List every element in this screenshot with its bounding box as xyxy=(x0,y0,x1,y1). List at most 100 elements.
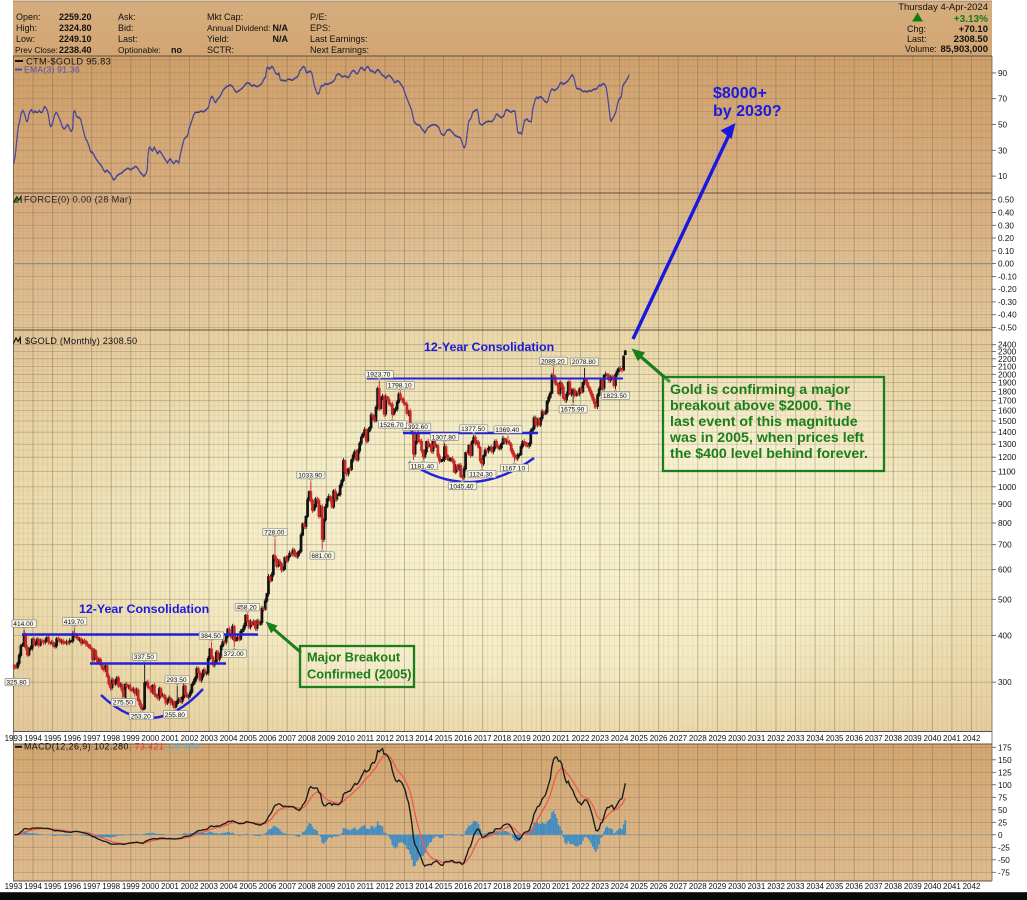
svg-text:2000: 2000 xyxy=(141,882,159,891)
svg-text:Gold is confirming a major: Gold is confirming a major xyxy=(670,382,850,398)
svg-text:was in 2005, when prices left: was in 2005, when prices left xyxy=(669,430,864,446)
svg-text:337.50: 337.50 xyxy=(134,654,155,661)
svg-text:2029: 2029 xyxy=(708,882,726,891)
svg-text:50: 50 xyxy=(998,806,1008,815)
svg-text:700: 700 xyxy=(998,541,1012,550)
svg-text:384.50: 384.50 xyxy=(201,633,222,640)
svg-text:2038: 2038 xyxy=(884,882,902,891)
svg-text:300: 300 xyxy=(998,678,1012,687)
svg-text:1700: 1700 xyxy=(998,397,1017,406)
svg-text:2011: 2011 xyxy=(357,882,375,891)
svg-text:2022: 2022 xyxy=(572,734,590,743)
svg-text:2027: 2027 xyxy=(669,882,687,891)
svg-text:2017: 2017 xyxy=(474,734,492,743)
svg-text:1999: 1999 xyxy=(122,882,140,891)
svg-text:75: 75 xyxy=(998,793,1008,802)
svg-text:2003: 2003 xyxy=(200,882,218,891)
svg-text:1526.70: 1526.70 xyxy=(380,422,404,429)
svg-text:Low:: Low: xyxy=(16,34,35,44)
svg-text:Optionable:: Optionable: xyxy=(118,45,161,55)
svg-text:+3.13%: +3.13% xyxy=(954,14,988,25)
svg-text:-50: -50 xyxy=(998,856,1010,865)
svg-text:1307.80: 1307.80 xyxy=(432,434,456,441)
svg-text:2037: 2037 xyxy=(865,882,883,891)
svg-text:681.00: 681.00 xyxy=(311,553,332,560)
svg-text:2016: 2016 xyxy=(454,734,472,743)
svg-text:2032: 2032 xyxy=(767,734,785,743)
svg-text:N/A: N/A xyxy=(273,34,289,44)
svg-text:2030: 2030 xyxy=(728,734,746,743)
svg-text:50: 50 xyxy=(998,121,1008,130)
svg-text:2015: 2015 xyxy=(435,882,453,891)
svg-text:Annual Dividend:: Annual Dividend: xyxy=(207,23,270,33)
svg-text:1200: 1200 xyxy=(998,453,1017,462)
svg-text:1995: 1995 xyxy=(44,734,62,743)
svg-text:Last:: Last: xyxy=(907,34,927,44)
svg-text:1993: 1993 xyxy=(5,734,23,743)
svg-text:2024: 2024 xyxy=(611,734,629,743)
svg-text:2009: 2009 xyxy=(317,882,335,891)
svg-text:SCTR:: SCTR: xyxy=(207,45,234,55)
svg-text:2021: 2021 xyxy=(552,734,570,743)
svg-text:the $400 level behind forever.: the $400 level behind forever. xyxy=(670,446,868,462)
svg-text:1923.70: 1923.70 xyxy=(367,372,391,379)
svg-text:Bid:: Bid: xyxy=(118,23,134,33)
svg-text:Last:: Last: xyxy=(118,34,138,44)
svg-text:Volume:: Volume: xyxy=(905,44,937,54)
svg-text:EMA(3) 91.36: EMA(3) 91.36 xyxy=(24,65,80,75)
svg-text:419.70: 419.70 xyxy=(64,619,85,626)
svg-text:2018: 2018 xyxy=(493,882,511,891)
svg-text:1994: 1994 xyxy=(24,734,42,743)
svg-text:175: 175 xyxy=(998,743,1012,752)
svg-text:P/E:: P/E: xyxy=(310,12,327,22)
svg-text:FORCE(0) 0.00 (28 Mar): FORCE(0) 0.00 (28 Mar) xyxy=(24,195,132,205)
svg-text:2036: 2036 xyxy=(845,882,863,891)
svg-text:2001: 2001 xyxy=(161,734,179,743)
svg-text:Chg:: Chg: xyxy=(907,24,926,34)
svg-text:1996: 1996 xyxy=(63,734,81,743)
svg-text:0.40: 0.40 xyxy=(998,209,1014,218)
svg-text:2089.20: 2089.20 xyxy=(541,358,565,365)
svg-text:2018: 2018 xyxy=(493,734,511,743)
svg-text:2002: 2002 xyxy=(181,882,199,891)
svg-text:2015: 2015 xyxy=(435,734,453,743)
svg-text:Confirmed (2005): Confirmed (2005) xyxy=(307,667,412,682)
svg-text:Last Earnings:: Last Earnings: xyxy=(310,34,368,44)
svg-text:0: 0 xyxy=(998,831,1003,840)
svg-text:MACD(12,26,9) 102.280, 73.421,: MACD(12,26,9) 102.280, 73.421, 28.859 xyxy=(24,742,200,752)
svg-text:Next Earnings:: Next Earnings: xyxy=(310,45,369,55)
svg-text:2023: 2023 xyxy=(591,734,609,743)
svg-text:1997: 1997 xyxy=(83,734,101,743)
svg-text:2032: 2032 xyxy=(767,882,785,891)
svg-text:1996: 1996 xyxy=(63,882,81,891)
svg-text:2009: 2009 xyxy=(317,734,335,743)
svg-text:253.20: 253.20 xyxy=(131,713,152,720)
svg-text:2041: 2041 xyxy=(943,734,961,743)
svg-text:2037: 2037 xyxy=(865,734,883,743)
svg-text:2027: 2027 xyxy=(669,734,687,743)
svg-text:0.20: 0.20 xyxy=(998,234,1014,243)
svg-text:2000: 2000 xyxy=(998,370,1017,379)
svg-text:2036: 2036 xyxy=(845,734,863,743)
svg-text:1392.60: 1392.60 xyxy=(404,424,428,431)
svg-text:-0.50: -0.50 xyxy=(998,324,1017,333)
svg-text:-0.30: -0.30 xyxy=(998,298,1017,307)
svg-text:2324.80: 2324.80 xyxy=(59,23,92,33)
svg-text:2042: 2042 xyxy=(963,882,981,891)
svg-text:2033: 2033 xyxy=(787,734,805,743)
svg-text:325.80: 325.80 xyxy=(6,680,27,687)
svg-text:2019: 2019 xyxy=(513,734,531,743)
svg-text:-75: -75 xyxy=(998,868,1010,877)
svg-text:1998: 1998 xyxy=(102,882,120,891)
svg-text:+70.10: +70.10 xyxy=(959,24,988,35)
svg-text:600: 600 xyxy=(998,566,1012,575)
svg-text:1500: 1500 xyxy=(998,417,1017,426)
svg-text:1124.30: 1124.30 xyxy=(469,472,493,479)
svg-text:2238.40: 2238.40 xyxy=(59,45,92,55)
svg-text:by 2030?: by 2030? xyxy=(713,103,781,120)
svg-text:2029: 2029 xyxy=(708,734,726,743)
svg-text:1033.90: 1033.90 xyxy=(298,473,322,480)
svg-text:2035: 2035 xyxy=(826,734,844,743)
svg-text:1900: 1900 xyxy=(998,379,1017,388)
svg-text:2025: 2025 xyxy=(630,882,648,891)
